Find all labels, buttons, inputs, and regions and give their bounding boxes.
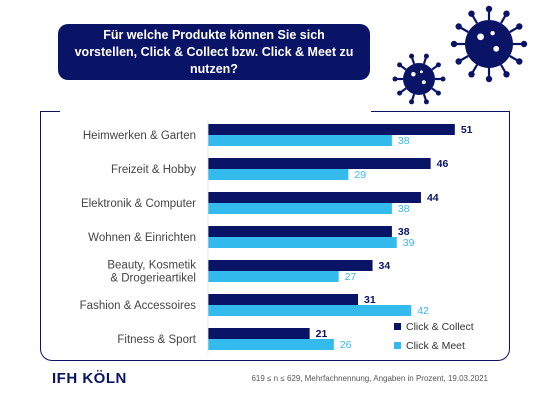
data-label: 44 [427, 192, 439, 204]
bar-click-meet [208, 237, 397, 248]
data-label: 39 [403, 237, 415, 249]
category-label-line: Heimwerken & Garten [83, 130, 196, 142]
category-label-line: Fitness & Sport [117, 334, 196, 346]
bar-click-meet [208, 135, 392, 146]
data-label: 38 [398, 135, 410, 147]
data-label: 38 [398, 226, 410, 238]
data-label: 51 [461, 124, 473, 136]
category-label-line: & Drogerieartikel [110, 273, 196, 285]
bar-click-collect [208, 124, 455, 135]
chart-frame [40, 111, 510, 361]
bar-click-meet [208, 339, 334, 350]
chart-title: Für welche Produkte können Sie sich vors… [58, 24, 370, 80]
data-label: 38 [398, 203, 410, 215]
category-label-line: Beauty, Kosmetik [107, 260, 196, 272]
data-label: 29 [354, 169, 366, 181]
legend-label: Click & Collect [406, 321, 474, 333]
legend-swatch [394, 323, 401, 330]
footnote: 619 ≤ n ≤ 629, Mehrfachnennung, Angaben … [251, 374, 488, 383]
bar-click-collect [208, 294, 359, 305]
data-label: 26 [340, 339, 352, 351]
bar-click-collect [208, 328, 310, 339]
bar-click-collect [208, 226, 392, 237]
data-label: 46 [437, 158, 449, 170]
category-label: Heimwerken & Garten [83, 130, 196, 142]
frame-line-right [371, 111, 510, 112]
category-label: Elektronik & Computer [81, 198, 196, 210]
data-label: 27 [345, 271, 357, 283]
data-label: 42 [417, 305, 429, 317]
bar-click-meet [208, 169, 349, 180]
bar-click-collect [208, 192, 421, 203]
data-label: 21 [316, 328, 328, 340]
category-label: Wohnen & Einrichten [88, 232, 196, 244]
bar-click-meet [208, 271, 339, 282]
category-label: Beauty, Kosmetik & Drogerieartikel [107, 260, 196, 285]
category-label-line: Elektronik & Computer [81, 198, 196, 210]
data-label: 31 [364, 294, 376, 306]
bar-click-collect [208, 158, 431, 169]
category-label-line: Wohnen & Einrichten [88, 232, 196, 244]
category-label-line: Fashion & Accessoires [80, 300, 197, 312]
bar-click-meet [208, 305, 412, 316]
category-label: Fashion & Accessoires [80, 300, 197, 312]
bar-click-collect [208, 260, 373, 271]
data-label: 34 [379, 260, 391, 272]
legend-label: Click & Meet [406, 340, 465, 352]
category-label: Freizeit & Hobby [111, 164, 196, 176]
legend-swatch [394, 342, 401, 349]
bar-click-meet [208, 203, 392, 214]
ifh-logo: IFH KÖLN [52, 370, 127, 387]
category-label-line: Freizeit & Hobby [111, 164, 196, 176]
category-label: Fitness & Sport [117, 334, 196, 346]
